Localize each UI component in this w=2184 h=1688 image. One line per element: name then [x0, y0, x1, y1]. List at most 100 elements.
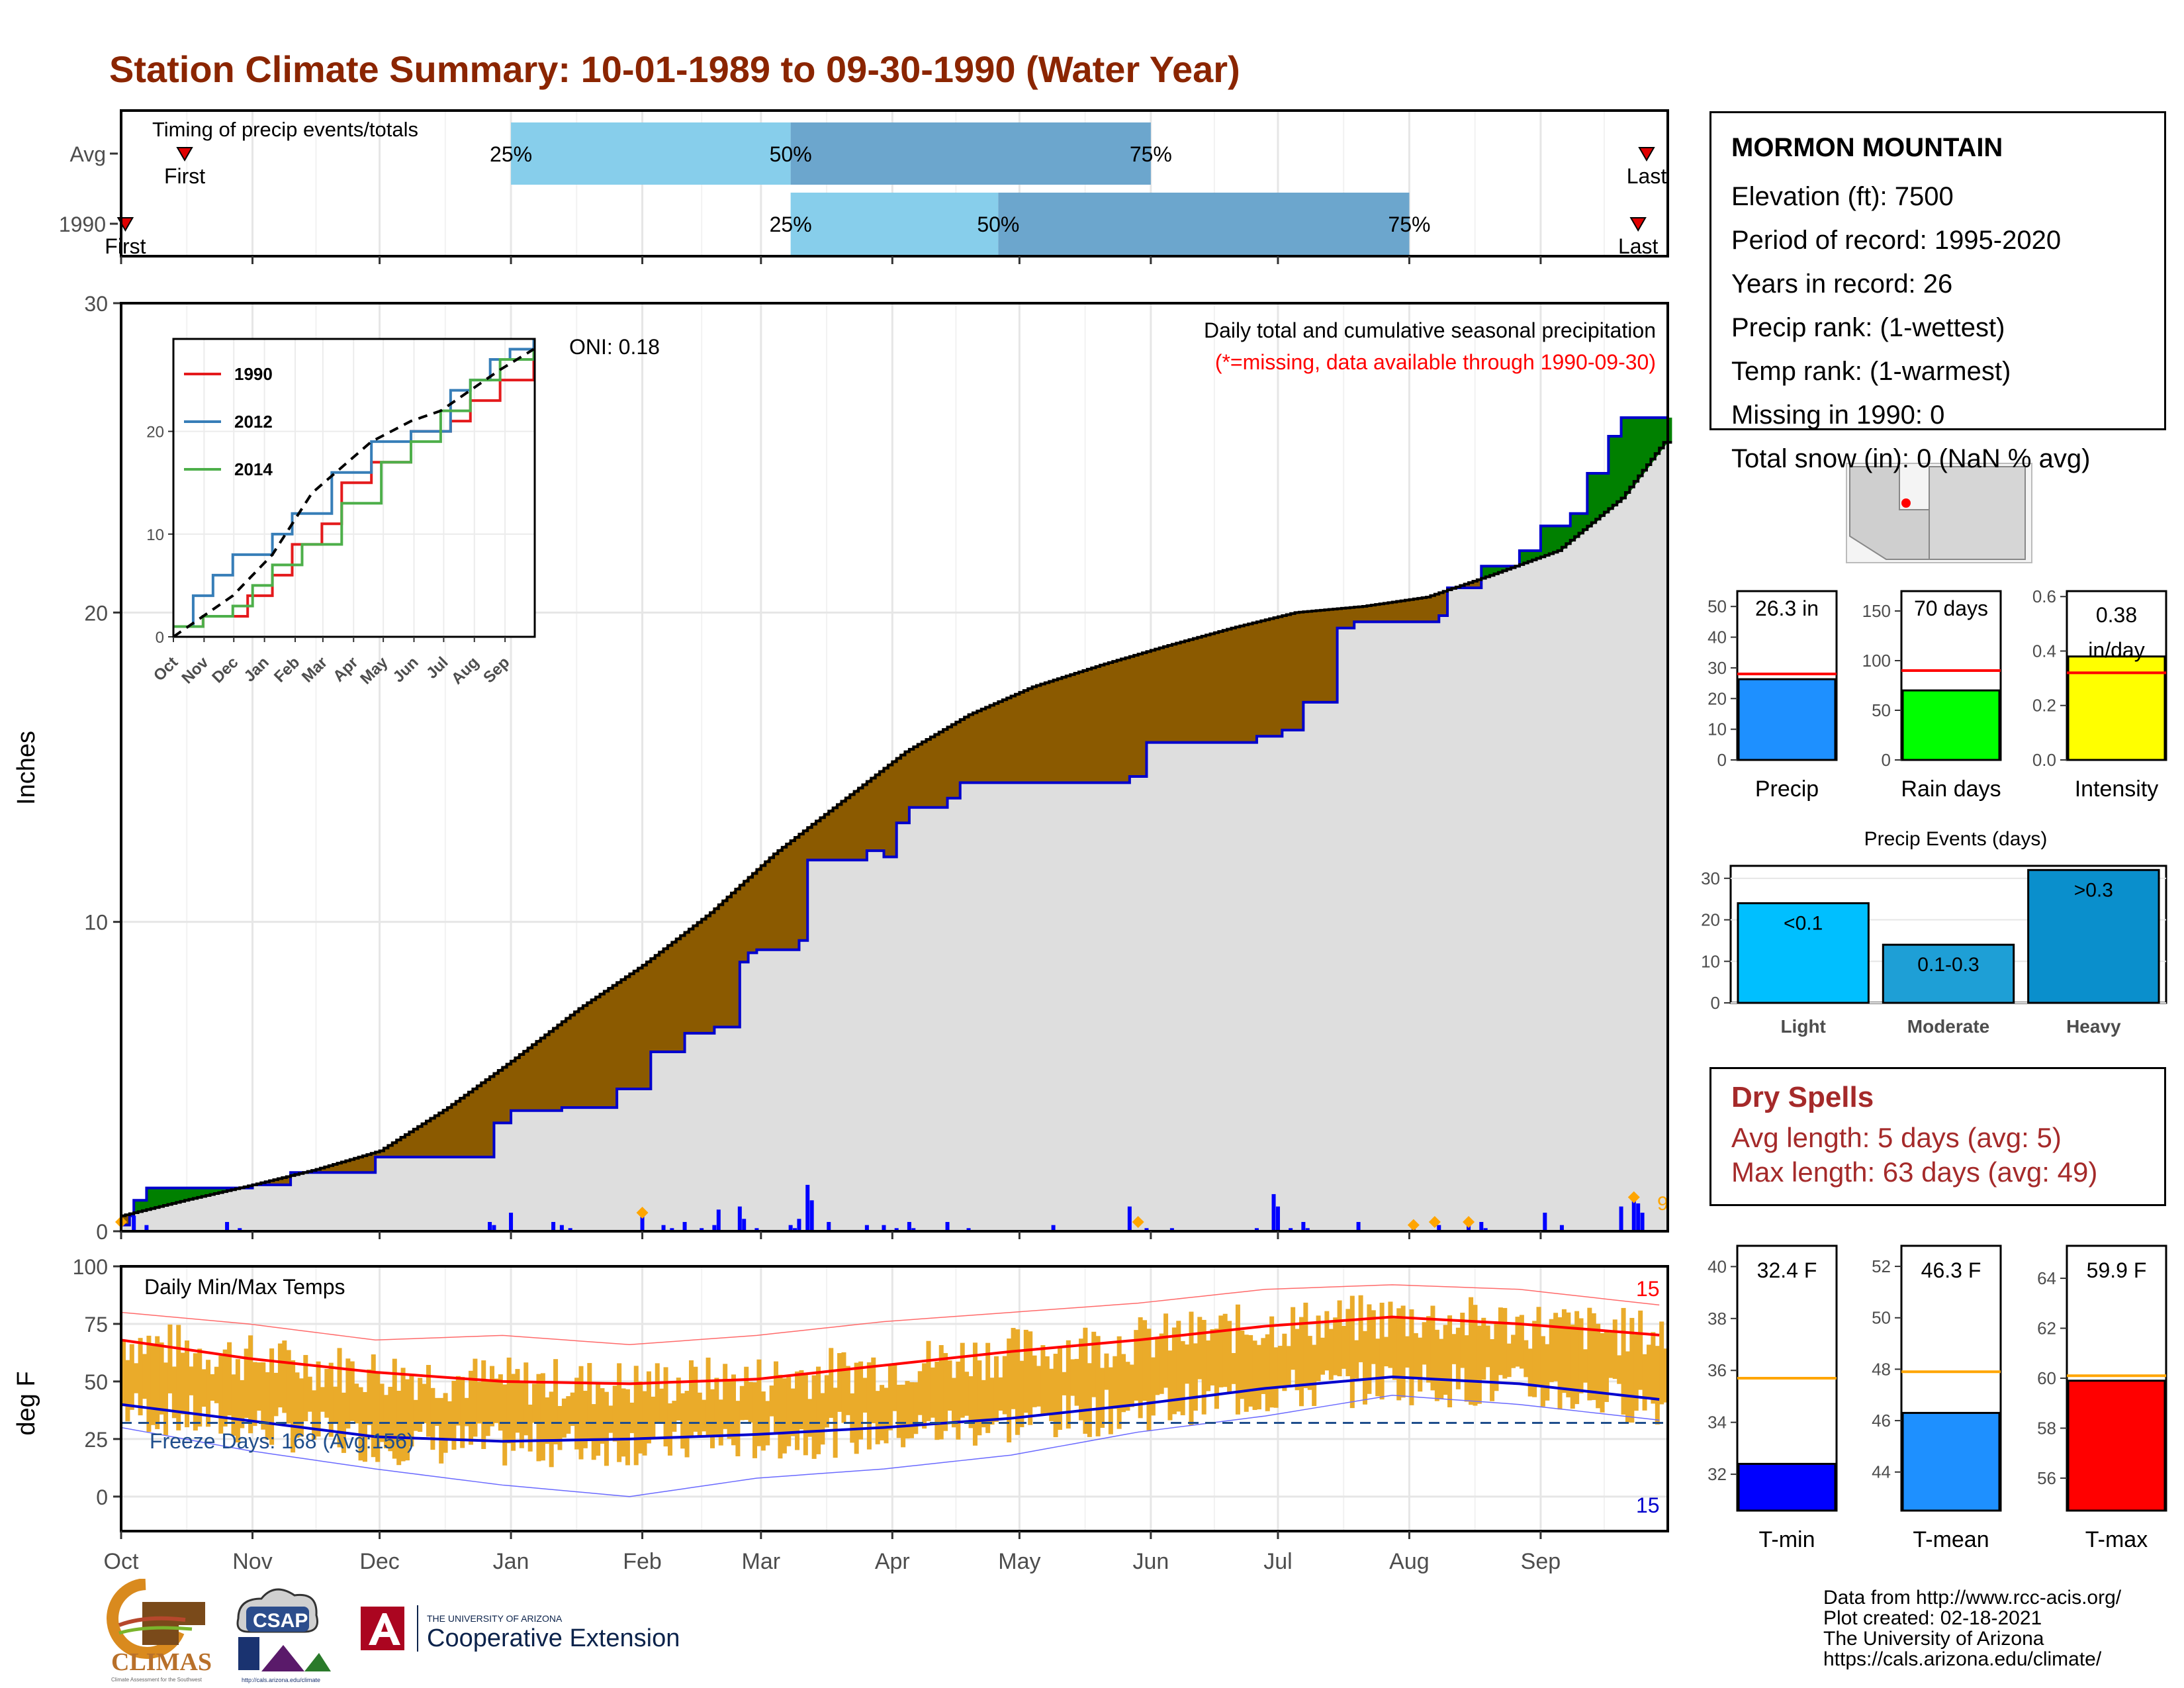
temp-daily-bar — [1600, 1333, 1605, 1413]
temp-daily-bar — [1129, 1364, 1134, 1407]
station-snow: Total snow (in): 0 (NaN % avg) — [1731, 444, 2091, 473]
temp-daily-bar — [646, 1371, 651, 1444]
temp-freeze-label: Freeze Days: 168 (Avg:156) — [150, 1429, 414, 1453]
temp-min-y-tick-label: 38 — [1707, 1309, 1727, 1329]
temp-daily-bar — [981, 1380, 986, 1428]
inset-y-tick-label: 0 — [156, 629, 164, 647]
temp-daily-bar — [926, 1340, 931, 1421]
intensity-y-tick-label: 0.0 — [2032, 750, 2056, 770]
temp-daily-bar — [1502, 1307, 1508, 1379]
timing-frame — [120, 109, 1669, 258]
precip-event-marker — [1428, 1215, 1441, 1228]
climas-logo: CLIMAS Climate Assessment for the Southw… — [107, 1579, 212, 1683]
temp-daily-bar — [345, 1358, 351, 1429]
temp-daily-bar — [1553, 1313, 1559, 1382]
temp-daily-bar — [1561, 1309, 1567, 1393]
temp-daily-bar — [206, 1360, 211, 1427]
new-mexico-shape — [1929, 466, 2026, 560]
precip-total-label: Precip — [1755, 776, 1819, 802]
temp-daily-bar — [125, 1360, 130, 1422]
events-bar-moderate — [1882, 943, 2015, 1004]
inset-series-2012 — [173, 339, 535, 628]
station-precip-rank: Precip rank: (1-wettest) — [1731, 313, 2005, 342]
temp-daily-bar — [227, 1342, 232, 1416]
temp-daily-bar — [943, 1353, 948, 1431]
precip-daily-bar — [712, 1225, 717, 1231]
timing-last-marker — [1638, 147, 1655, 162]
temp-daily-bar — [866, 1362, 872, 1450]
temp-avg-max-line — [120, 1315, 1660, 1385]
temp-daily-bar — [1638, 1310, 1643, 1390]
temp-daily-bar — [176, 1325, 181, 1430]
temp-daily-bar — [1320, 1337, 1325, 1375]
temp-daily-bar — [778, 1374, 783, 1459]
temp-daily-bar — [1532, 1321, 1537, 1397]
temp-daily-bar — [676, 1378, 681, 1421]
inset-x-tick-label: Sep — [480, 653, 513, 686]
rain-days-y-tick-label: 0 — [1882, 750, 1891, 770]
temp-daily-bar — [697, 1392, 702, 1438]
temp-daily-bar — [1633, 1335, 1639, 1411]
temp-daily-bar — [702, 1399, 707, 1432]
temp-daily-bar — [337, 1348, 342, 1448]
precip-daily-bar — [1305, 1228, 1310, 1231]
csap-text: CSAP — [253, 1610, 308, 1632]
temp-daily-bar — [871, 1357, 876, 1424]
temp-daily-bar — [1303, 1302, 1308, 1388]
temp-daily-bar — [1455, 1327, 1461, 1389]
temp-daily-bar — [566, 1396, 571, 1434]
temp-y-axis-label: deg F — [13, 1371, 40, 1435]
precip-daily-bar — [911, 1228, 916, 1231]
temp-daily-bar — [811, 1375, 817, 1459]
inset-x-tick-label: May — [357, 653, 392, 688]
temp-daily-bar — [1307, 1336, 1312, 1390]
temp-daily-bar — [273, 1372, 279, 1417]
precip-total-value-label: 26.3 in — [1755, 596, 1819, 620]
temp-daily-bar — [371, 1354, 376, 1458]
temp-daily-bar — [502, 1384, 508, 1466]
temp-daily-bar — [977, 1360, 982, 1436]
temp-daily-bar — [341, 1392, 346, 1453]
precip-y-tick-label: 30 — [84, 292, 108, 316]
temp-daily-bar — [604, 1391, 609, 1466]
temp-daily-bar — [1095, 1336, 1101, 1436]
precip-daily-bar — [809, 1200, 814, 1231]
temp-daily-bar — [782, 1378, 787, 1454]
temp-daily-bar — [1604, 1331, 1609, 1402]
temp-daily-bar — [578, 1366, 584, 1460]
temp-daily-bar — [1413, 1333, 1418, 1378]
temp-daily-bar — [985, 1342, 991, 1433]
temp-daily-bar — [1291, 1307, 1296, 1370]
temp-daily-bar — [553, 1359, 559, 1444]
precip-daily-bar — [1559, 1225, 1564, 1231]
temp-daily-bar — [561, 1398, 567, 1438]
timing-bar-25-50 — [790, 193, 999, 255]
temp-daily-bar — [222, 1349, 228, 1427]
precip-frame — [120, 302, 1669, 1233]
temp-daily-bar — [1540, 1336, 1545, 1407]
temp-daily-bar — [1396, 1308, 1402, 1401]
temp-daily-bar — [1011, 1328, 1016, 1409]
precip-daily-bar — [1483, 1228, 1488, 1231]
intensity-value-label: 0.38 — [2096, 603, 2137, 627]
temp-daily-bar — [1058, 1346, 1063, 1430]
precip-average-line — [121, 441, 1672, 1217]
temp-daily-bar — [214, 1366, 219, 1403]
credit-university: The University of Arizona — [1823, 1628, 2044, 1650]
temp-daily-bar — [1485, 1325, 1490, 1368]
temp-mean-y-tick-label: 52 — [1872, 1256, 1891, 1276]
month-tick-label: Mar — [742, 1549, 781, 1574]
station-elevation: Elevation (ft): 7500 — [1731, 182, 1954, 211]
temp-daily-bar — [1316, 1315, 1321, 1382]
temp-daily-bar — [837, 1353, 842, 1412]
temp-daily-bar — [506, 1357, 512, 1444]
temp-daily-bar — [629, 1402, 635, 1433]
precip-event-marker — [1463, 1215, 1475, 1228]
temp-daily-bar — [892, 1363, 897, 1411]
temp-daily-bar — [570, 1392, 575, 1427]
events-category-label: Moderate — [1907, 1016, 1989, 1037]
temp-min-label: T-min — [1759, 1527, 1815, 1552]
temp-daily-bar — [1007, 1338, 1012, 1442]
temp-daily-bar — [1536, 1307, 1541, 1387]
temp-daily-bar — [1197, 1317, 1203, 1380]
